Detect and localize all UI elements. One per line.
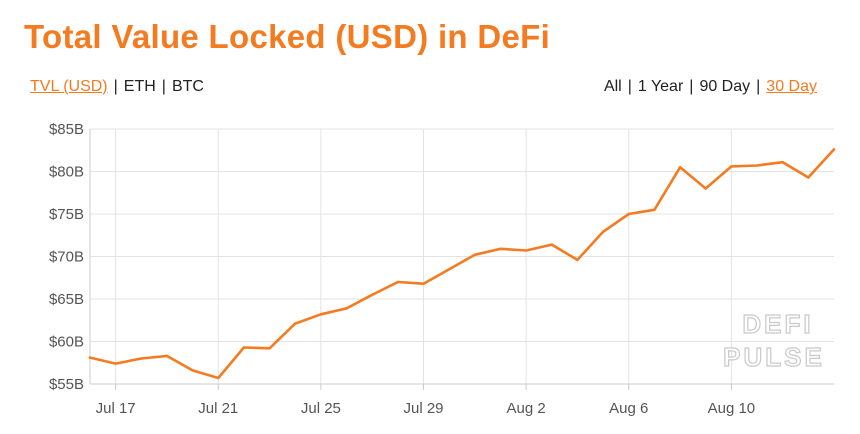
chart-grid (89, 128, 834, 390)
currency-toggle: TVL (USD) | ETH | BTC (30, 78, 204, 96)
x-axis-ticks: Jul 17 Jul 21 Jul 25 Jul 29 Aug 2 Aug 6 Aug 10 (96, 400, 756, 417)
data-point (165, 354, 169, 358)
data-point (473, 253, 477, 256)
data-point (242, 346, 246, 349)
x-tick-label: Jul 21 (198, 400, 238, 417)
range-all[interactable]: All (603, 78, 622, 95)
range-1-year[interactable]: 1 Year (637, 78, 684, 95)
x-tick-label: Aug 2 (507, 400, 546, 417)
data-point (499, 247, 502, 251)
data-point (371, 293, 374, 296)
data-point (576, 258, 579, 262)
separator: | (689, 78, 694, 95)
data-point (114, 362, 117, 365)
separator: | (113, 78, 118, 95)
series-layer (88, 148, 836, 380)
data-point (755, 164, 759, 167)
data-point (678, 166, 682, 169)
series-line (88, 148, 836, 380)
x-tick-label: Jul 17 (96, 400, 136, 417)
toggle-btc[interactable]: BTC (171, 78, 204, 95)
x-tick-label: Aug 6 (609, 400, 648, 417)
toggle-eth[interactable]: ETH (123, 78, 156, 95)
separator: | (756, 78, 761, 95)
separator: | (161, 78, 166, 95)
data-point (396, 280, 400, 284)
data-point (345, 307, 348, 310)
data-point (294, 322, 297, 325)
range-30-day[interactable]: 30 Day (766, 78, 817, 95)
data-point (704, 187, 707, 190)
range-90-day[interactable]: 90 Day (699, 78, 751, 95)
y-tick-label: $80B (49, 164, 84, 181)
x-tick-label: Jul 29 (404, 400, 444, 417)
watermark-line-2: PULSE (723, 342, 825, 372)
data-point (601, 230, 605, 234)
data-point (217, 376, 220, 380)
data-point (268, 347, 271, 350)
data-point (832, 148, 836, 151)
y-tick-label: $55B (49, 376, 84, 393)
separator: | (627, 78, 632, 95)
range-toggle: All | 1 Year | 90 Day | 30 Day (604, 78, 817, 96)
data-point (627, 212, 630, 216)
data-point (319, 313, 323, 316)
data-point (88, 356, 92, 359)
defi-pulse-watermark: DEFI PULSE (723, 308, 825, 372)
y-tick-label: $65B (49, 291, 84, 308)
x-tick-label: Aug 10 (708, 400, 756, 417)
y-tick-label: $70B (49, 249, 84, 266)
data-point (140, 357, 143, 360)
y-axis-ticks: $55B $60B $65B $70B $75B $80B $85B (49, 121, 84, 393)
data-point (653, 208, 656, 211)
data-point (550, 243, 553, 246)
data-point (807, 176, 810, 179)
data-point (447, 268, 451, 271)
y-tick-label: $75B (49, 206, 84, 223)
data-point (524, 249, 528, 252)
watermark-line-1: DEFI (742, 309, 813, 339)
toggle-tvl-usd[interactable]: TVL (USD) (30, 78, 108, 95)
data-point (422, 282, 425, 285)
data-point (730, 165, 733, 168)
y-tick-label: $85B (49, 121, 84, 138)
page-title: Total Value Locked (USD) in DeFi (24, 18, 551, 55)
data-point (191, 369, 194, 372)
y-tick-label: $60B (49, 334, 84, 351)
x-tick-label: Jul 25 (301, 400, 341, 417)
data-point (781, 160, 784, 164)
